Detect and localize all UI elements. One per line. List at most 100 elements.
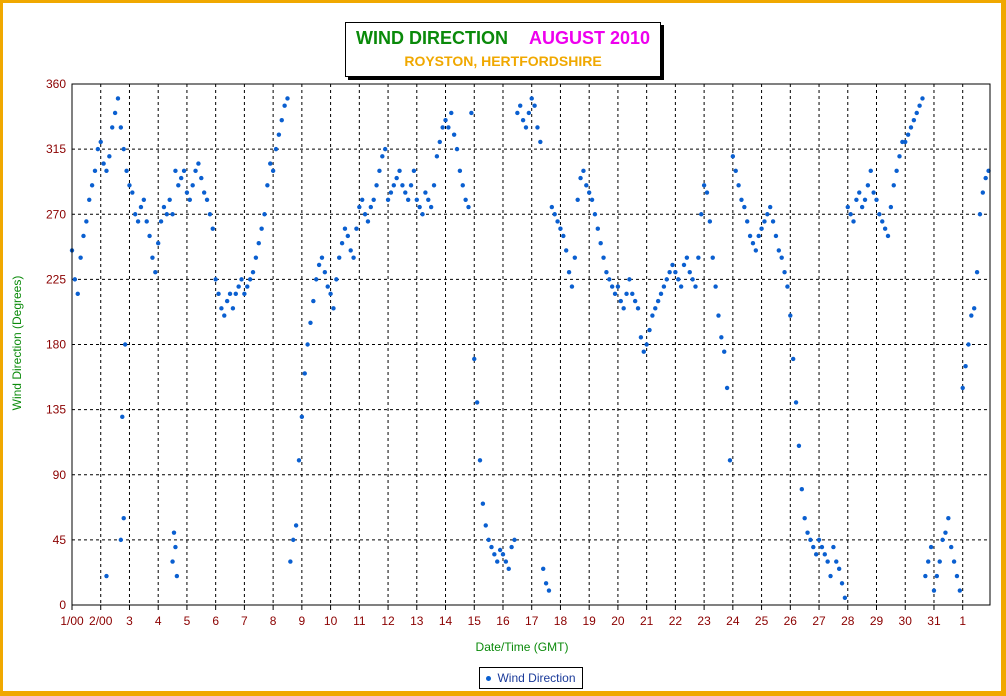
data-point <box>871 190 876 195</box>
data-point <box>983 175 988 181</box>
data-point <box>472 356 477 362</box>
data-point <box>963 364 968 369</box>
data-point <box>305 342 310 347</box>
x-tick-label: 29 <box>870 614 884 628</box>
data-point <box>788 313 793 318</box>
x-tick-label: 7 <box>241 614 248 628</box>
data-point <box>678 284 684 289</box>
data-point <box>115 96 121 101</box>
data-point <box>632 298 638 304</box>
data-point <box>167 197 172 202</box>
data-point <box>951 559 957 564</box>
data-point <box>799 487 805 492</box>
data-point <box>727 458 733 463</box>
data-point <box>443 117 448 123</box>
data-point <box>337 255 342 260</box>
data-point <box>707 219 713 224</box>
data-point <box>790 356 796 362</box>
data-point <box>658 291 664 297</box>
y-tick-label: 0 <box>59 598 66 612</box>
data-point <box>724 385 730 391</box>
data-point <box>120 414 125 420</box>
data-point <box>133 212 138 217</box>
data-point <box>908 125 914 130</box>
data-point <box>742 204 747 210</box>
data-point <box>722 349 727 354</box>
data-point <box>351 255 356 260</box>
data-point <box>859 204 865 210</box>
data-point <box>483 523 488 528</box>
data-point <box>802 515 807 521</box>
data-point <box>489 544 494 550</box>
data-point <box>926 559 931 564</box>
data-point <box>897 154 902 159</box>
data-point <box>928 544 934 550</box>
data-point <box>903 139 908 145</box>
data-point <box>345 233 351 239</box>
data-point <box>609 284 615 289</box>
data-point <box>492 552 497 557</box>
data-point <box>839 581 845 586</box>
y-tick-label: 360 <box>46 77 66 91</box>
data-point <box>601 255 606 260</box>
data-point <box>170 212 175 217</box>
data-point <box>339 240 345 246</box>
data-point <box>546 588 552 593</box>
data-point <box>135 219 141 224</box>
data-point <box>710 255 715 260</box>
data-point <box>440 125 445 130</box>
data-point <box>543 581 549 586</box>
data-point <box>558 226 563 231</box>
x-tick-label: 8 <box>270 614 277 628</box>
data-point <box>434 154 440 159</box>
chart-subtitle: ROYSTON, HERTFORDSHIRE <box>404 53 602 69</box>
data-point <box>813 552 819 557</box>
y-tick-label: 90 <box>53 468 67 482</box>
data-point <box>368 204 374 210</box>
data-point <box>328 291 333 297</box>
y-tick-label: 315 <box>46 142 66 156</box>
data-point <box>95 146 101 152</box>
data-point <box>836 566 842 572</box>
data-point <box>178 175 184 181</box>
data-point <box>586 190 592 195</box>
data-point <box>403 190 408 195</box>
data-point <box>561 233 566 239</box>
data-point <box>834 559 839 564</box>
data-point <box>891 183 896 188</box>
data-point <box>138 204 144 210</box>
data-point <box>592 212 598 217</box>
data-point <box>233 291 238 297</box>
x-tick-label: 18 <box>554 614 568 628</box>
data-point <box>239 277 244 282</box>
x-tick-label: 31 <box>927 614 941 628</box>
data-point <box>974 269 980 275</box>
data-point <box>377 168 382 174</box>
data-point <box>174 573 180 579</box>
data-point <box>934 573 940 579</box>
data-point <box>196 161 201 166</box>
data-point <box>575 197 580 202</box>
data-point <box>541 566 546 572</box>
data-point <box>293 523 299 528</box>
data-point <box>173 168 178 174</box>
data-point <box>371 197 376 202</box>
data-point <box>285 96 290 101</box>
data-point <box>302 371 307 376</box>
data-point <box>627 277 632 282</box>
data-point <box>477 458 483 463</box>
data-point <box>621 306 626 311</box>
chart-frame: WIND DIRECTION AUGUST 2010 ROYSTON, HERT… <box>3 3 1001 691</box>
data-point <box>518 103 523 108</box>
data-point <box>181 168 187 174</box>
data-point <box>279 117 284 123</box>
data-point <box>466 204 471 210</box>
data-point <box>598 240 603 246</box>
data-point <box>288 559 293 564</box>
data-point <box>888 204 894 210</box>
data-point <box>426 197 431 202</box>
data-point <box>437 139 442 145</box>
data-point <box>144 219 149 224</box>
data-point <box>532 103 537 108</box>
